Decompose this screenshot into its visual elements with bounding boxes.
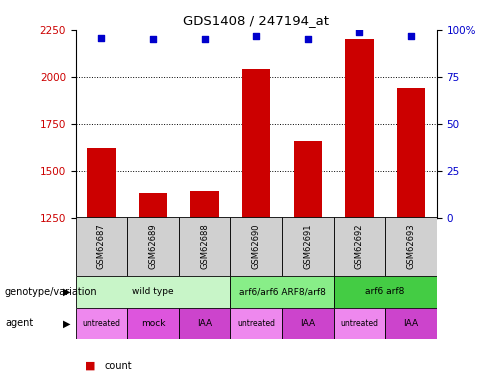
Text: untreated: untreated <box>82 319 121 328</box>
Bar <box>76 308 127 339</box>
Bar <box>282 308 334 339</box>
Bar <box>139 193 167 217</box>
Text: wild type: wild type <box>132 287 174 296</box>
Bar <box>230 276 334 308</box>
Text: count: count <box>105 361 133 370</box>
Text: IAA: IAA <box>404 319 419 328</box>
Text: mock: mock <box>141 319 165 328</box>
Bar <box>127 217 179 276</box>
Bar <box>385 308 437 339</box>
Bar <box>190 191 219 217</box>
Bar <box>282 217 334 276</box>
Point <box>149 36 157 42</box>
Point <box>98 34 105 40</box>
Bar <box>334 217 385 276</box>
Bar <box>242 69 270 218</box>
Bar <box>334 308 385 339</box>
Text: GSM62689: GSM62689 <box>148 224 158 269</box>
Text: arf6/arf6 ARF8/arf8: arf6/arf6 ARF8/arf8 <box>239 287 325 296</box>
Text: untreated: untreated <box>340 319 378 328</box>
Title: GDS1408 / 247194_at: GDS1408 / 247194_at <box>183 15 329 27</box>
Bar <box>179 217 230 276</box>
Point <box>201 36 208 42</box>
Bar <box>294 141 322 218</box>
Bar <box>345 39 374 218</box>
Bar <box>179 308 230 339</box>
Bar <box>230 217 282 276</box>
Text: IAA: IAA <box>197 319 212 328</box>
Text: ■: ■ <box>85 361 96 370</box>
Text: GSM62688: GSM62688 <box>200 224 209 269</box>
Text: GSM62691: GSM62691 <box>303 224 312 269</box>
Bar <box>127 308 179 339</box>
Text: agent: agent <box>5 318 33 328</box>
Text: IAA: IAA <box>300 319 315 328</box>
Text: GSM62692: GSM62692 <box>355 224 364 269</box>
Text: ▶: ▶ <box>63 286 71 297</box>
Point <box>304 36 312 42</box>
Bar <box>397 88 425 218</box>
Bar <box>385 217 437 276</box>
Text: untreated: untreated <box>237 319 275 328</box>
Bar <box>76 217 127 276</box>
Bar <box>76 276 230 308</box>
Text: GSM62690: GSM62690 <box>252 224 261 269</box>
Text: GSM62687: GSM62687 <box>97 224 106 269</box>
Text: arf6 arf8: arf6 arf8 <box>366 287 405 296</box>
Text: ▶: ▶ <box>63 318 71 328</box>
Point <box>355 29 363 35</box>
Point <box>407 33 415 39</box>
Bar <box>334 276 437 308</box>
Bar <box>87 148 116 217</box>
Point <box>252 33 260 39</box>
Text: genotype/variation: genotype/variation <box>5 286 98 297</box>
Bar <box>230 308 282 339</box>
Text: GSM62693: GSM62693 <box>407 224 415 269</box>
